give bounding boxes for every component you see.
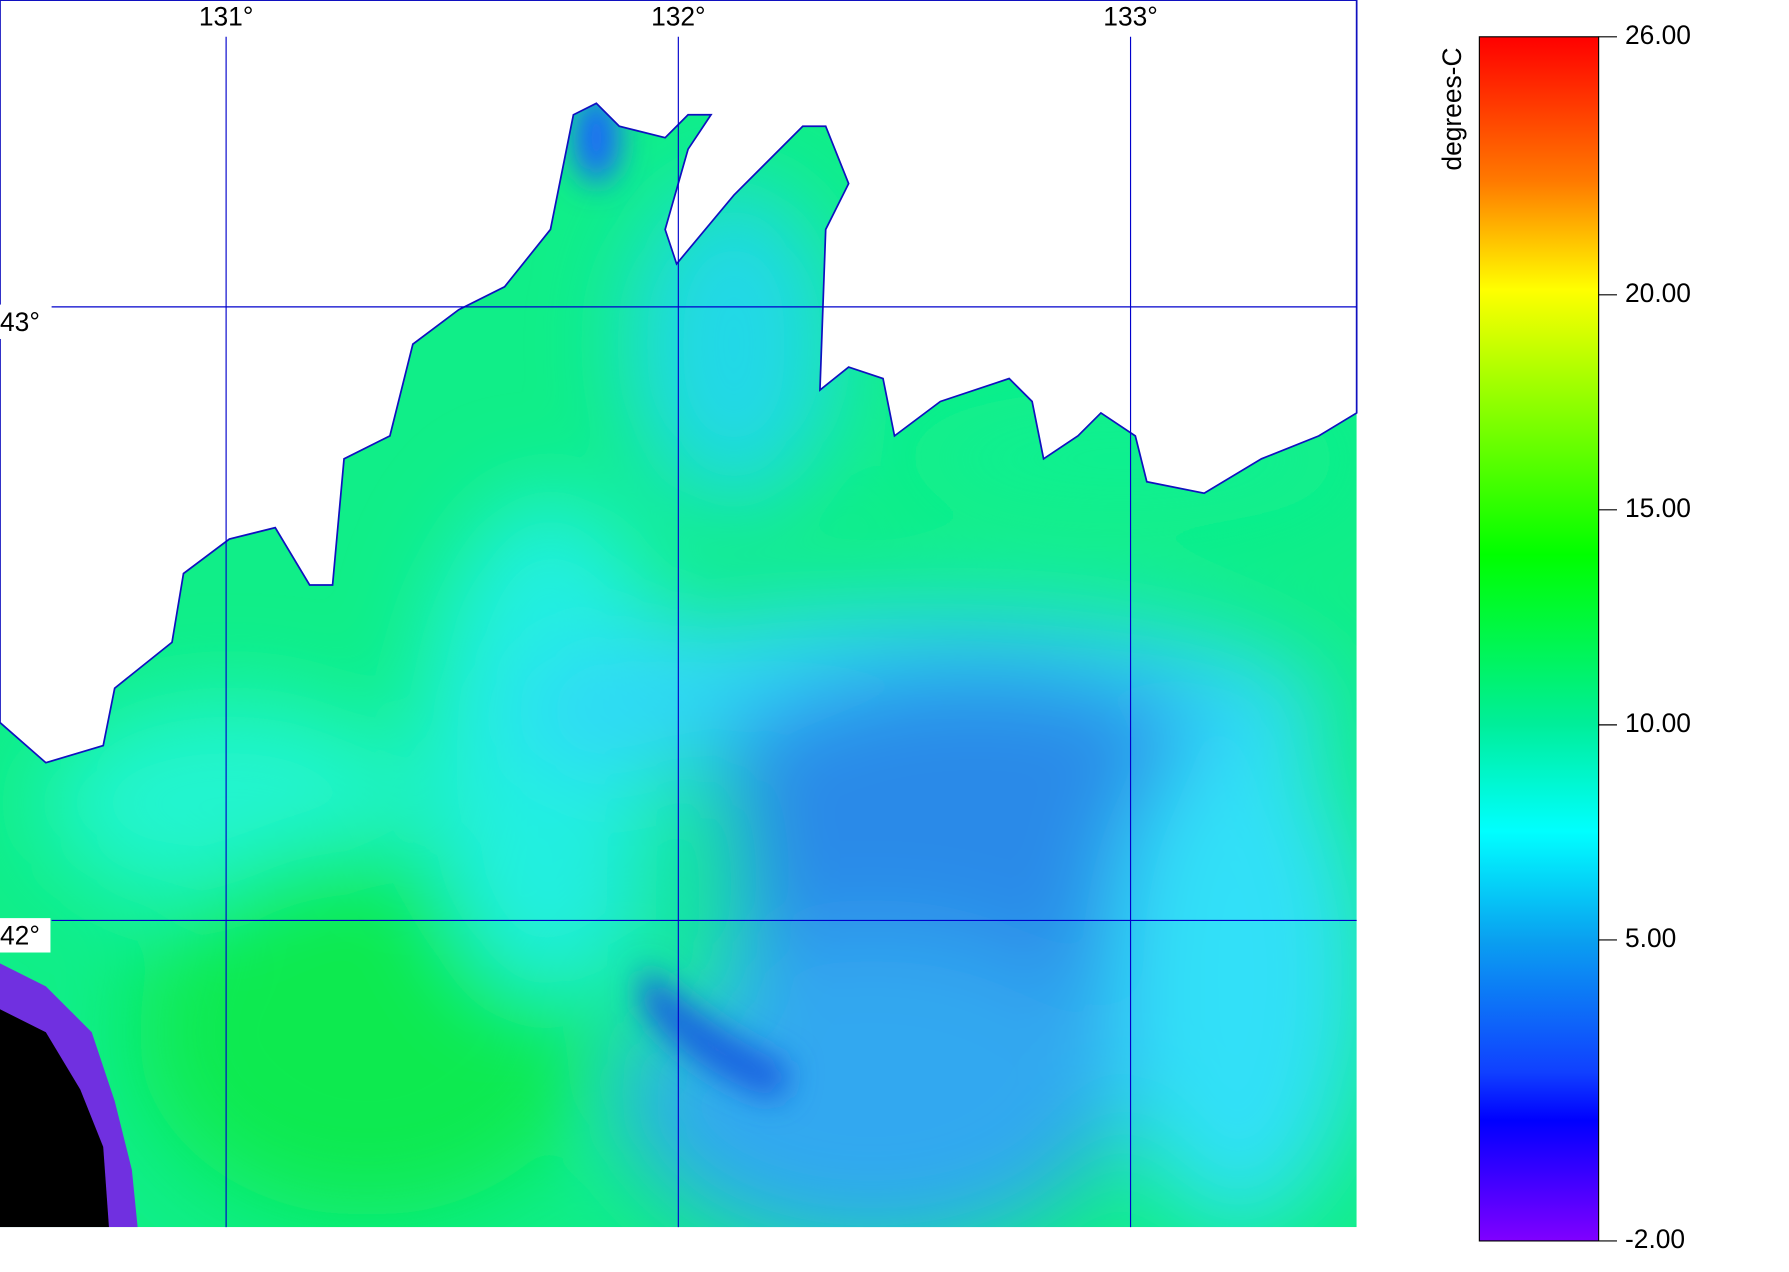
colorbar-tick-label: -2.00 bbox=[1625, 1224, 1685, 1254]
colorbar-tick-label: 10.00 bbox=[1625, 708, 1691, 738]
latitude-label: 43° bbox=[0, 307, 40, 337]
colorbar-tick-label: 15.00 bbox=[1625, 493, 1691, 523]
longitude-label: 132° bbox=[651, 1, 706, 31]
label-bg bbox=[0, 918, 51, 953]
land bbox=[0, 0, 1358, 764]
colorbar-label: degrees-C bbox=[1437, 48, 1467, 171]
label-bg bbox=[0, 304, 51, 339]
colorbar bbox=[1478, 36, 1600, 1242]
colorbar-tick-label: 26.00 bbox=[1625, 20, 1691, 50]
colorbar-tick-label: 5.00 bbox=[1625, 923, 1676, 953]
colorbar-tick-label: 20.00 bbox=[1625, 278, 1691, 308]
longitude-label: 133° bbox=[1103, 1, 1158, 31]
latitude-label: 42° bbox=[0, 921, 40, 951]
longitude-label: 131° bbox=[199, 1, 254, 31]
